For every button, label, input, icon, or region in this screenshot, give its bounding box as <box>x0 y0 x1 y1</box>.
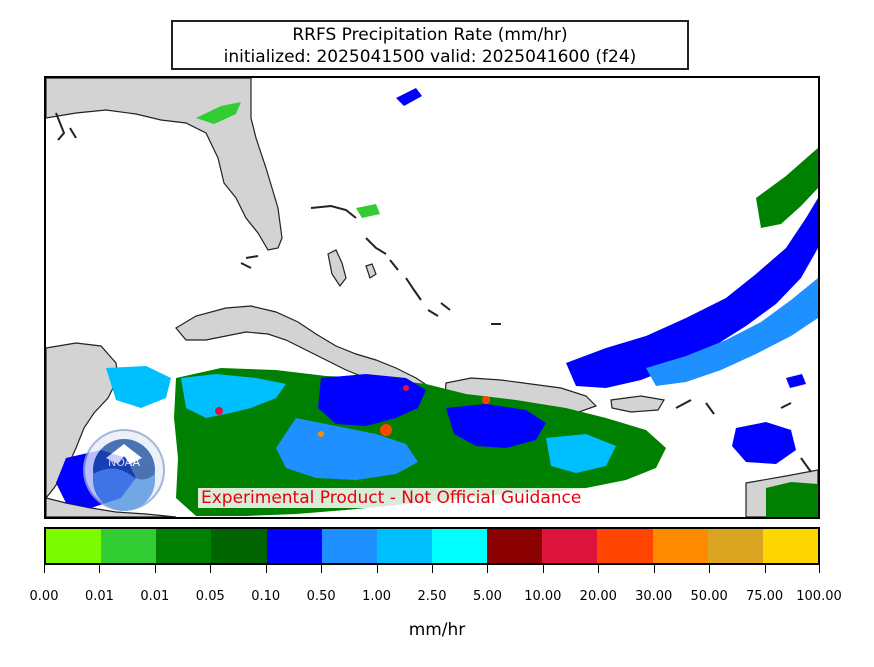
colorbar-tick <box>265 565 267 573</box>
colorbar-tick <box>321 565 323 573</box>
precip-cell-red <box>403 385 409 391</box>
colorbar-swatch <box>266 529 322 563</box>
colorbar-swatch <box>762 529 818 563</box>
map-canvas: NOAA <box>46 78 818 517</box>
precip-area-lightblue <box>106 366 171 408</box>
precip-cell-green <box>356 204 380 218</box>
precip-area-green <box>174 368 666 516</box>
colorbar-label: mm/hr <box>408 620 466 640</box>
precipitation-map: NOAA Experimental Product - Not Official… <box>44 76 820 519</box>
colorbar-tick <box>154 565 156 573</box>
colorbar-ticks: 0.00 0.01 0.01 0.05 0.10 0.50 1.00 2.50 5.00 10.0… <box>30 565 842 604</box>
precip-band-green <box>756 148 818 228</box>
colorbar-tick-label: 2.50 <box>417 589 447 604</box>
colorbar-tick-label: 0.10 <box>251 589 281 604</box>
coastline-layer <box>55 112 812 473</box>
precip-cell-green <box>196 102 241 124</box>
colorbar-tick-label: 100.00 <box>796 589 842 604</box>
colorbar-tick-label: 5.00 <box>472 589 502 604</box>
precip-area-lightblue <box>546 434 616 473</box>
precip-layer <box>56 88 818 517</box>
precip-area-green <box>766 482 818 517</box>
precip-cell-red <box>482 396 490 404</box>
colorbar-swatch <box>46 529 102 563</box>
precip-area-dodgerblue <box>276 418 418 480</box>
colorbar-tick <box>819 565 820 573</box>
colorbar-tick-label: 0.50 <box>306 589 336 604</box>
colorbar-tick-label: 0.01 <box>84 589 114 604</box>
precip-area-blue <box>446 404 546 448</box>
colorbar-tick-label: 0.00 <box>29 589 59 604</box>
disclaimer-text: Experimental Product - Not Official Guid… <box>198 488 585 508</box>
precip-band-dodgerblue <box>646 278 818 386</box>
colorbar-tick-label: 10.00 <box>524 589 562 604</box>
colorbar-tick <box>376 565 378 573</box>
colorbar-tick <box>210 565 212 573</box>
colorbar-swatch <box>211 529 267 563</box>
colorbar-tick <box>653 565 655 573</box>
colorbar-tick-label: 1.00 <box>362 589 392 604</box>
puerto-rico-landmass <box>610 395 665 413</box>
colorbar-swatch <box>156 529 212 563</box>
precip-cell-blue <box>786 374 806 388</box>
colorbar <box>44 527 820 565</box>
colorbar-swatch <box>487 529 543 563</box>
colorbar-tick-label: 0.01 <box>140 589 170 604</box>
precip-band-blue <box>566 198 818 388</box>
colorbar-swatch <box>707 529 763 563</box>
precip-cell-red <box>380 424 392 436</box>
colorbar-tick <box>44 565 45 573</box>
noaa-logo-icon: NOAA <box>83 429 165 511</box>
colorbar-tick <box>709 565 711 573</box>
colorbar-tick-label: 75.00 <box>745 589 784 604</box>
colorbar-tick <box>598 565 600 573</box>
bahamas-island <box>365 263 377 279</box>
colorbar-tick <box>487 565 489 573</box>
precip-cell-blue <box>396 88 422 106</box>
precip-cell-red <box>318 431 324 437</box>
colorbar-tick-label: 20.00 <box>579 589 617 604</box>
colorbar-swatch <box>101 529 157 563</box>
noaa-logo-text: NOAA <box>108 456 141 469</box>
florida-landmass <box>46 78 283 251</box>
precip-cell-red <box>215 407 223 415</box>
colorbar-swatch <box>597 529 653 563</box>
colorbar-swatch <box>321 529 377 563</box>
central-america-landmass <box>46 497 177 517</box>
yucatan-landmass <box>46 342 119 499</box>
colorbar-tick <box>542 565 544 573</box>
colorbar-tick <box>764 565 766 573</box>
precip-area-blue <box>732 422 796 464</box>
map-title-box: RRFS Precipitation Rate (mm/hr) initiali… <box>171 20 689 70</box>
bahamas-island <box>327 249 347 288</box>
map-title: RRFS Precipitation Rate (mm/hr) <box>292 25 568 45</box>
precip-area-lightblue <box>181 374 286 418</box>
colorbar-swatch <box>431 529 488 563</box>
colorbar-tick-label: 30.00 <box>635 589 673 604</box>
colorbar-swatch <box>652 529 708 563</box>
colorbar-swatch <box>376 529 432 563</box>
colorbar-swatch <box>542 529 598 563</box>
colorbar-tick-label: 50.00 <box>690 589 728 604</box>
precip-area-blue <box>318 374 426 426</box>
colorbar-tick <box>99 565 101 573</box>
colorbar-tick <box>432 565 433 573</box>
map-subtitle: initialized: 2025041500 valid: 202504160… <box>223 47 637 67</box>
colorbar-tick-label: 0.05 <box>195 589 225 604</box>
